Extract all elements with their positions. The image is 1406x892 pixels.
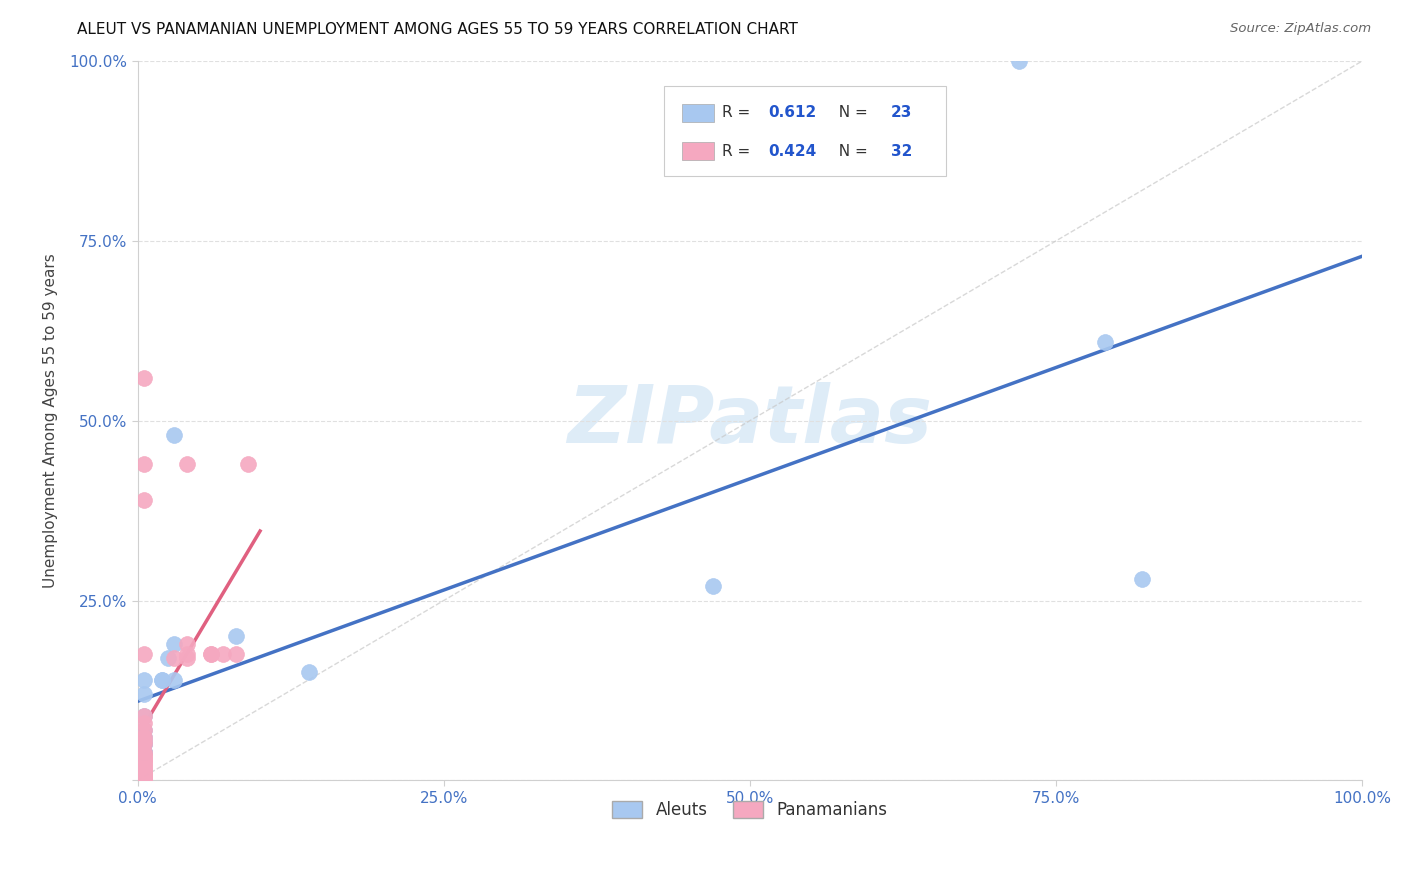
Point — [150, 673, 173, 687]
Text: 0.612: 0.612 — [768, 105, 817, 120]
Point — [132, 763, 155, 777]
Point — [132, 730, 155, 744]
Point — [132, 766, 155, 780]
Point — [132, 733, 155, 747]
Point — [163, 428, 186, 442]
Point — [132, 715, 155, 730]
Point — [132, 773, 155, 788]
Point — [132, 673, 155, 687]
Point — [132, 766, 155, 780]
Point — [132, 708, 155, 723]
Point — [132, 773, 155, 788]
Point — [163, 673, 186, 687]
Point — [132, 748, 155, 763]
Point — [1130, 572, 1153, 586]
Point — [132, 759, 155, 773]
Point — [1094, 334, 1116, 349]
Point — [132, 752, 155, 766]
Point — [132, 737, 155, 751]
Point — [150, 673, 173, 687]
Point — [132, 756, 155, 770]
Point — [132, 708, 155, 723]
Point — [132, 763, 155, 777]
Point — [132, 723, 155, 737]
Text: N =: N = — [830, 144, 873, 159]
Point — [163, 651, 186, 665]
Point — [132, 737, 155, 751]
Point — [132, 745, 155, 759]
Point — [176, 637, 198, 651]
Point — [236, 457, 259, 471]
FancyBboxPatch shape — [682, 142, 714, 161]
Point — [132, 770, 155, 784]
Point — [132, 730, 155, 744]
Point — [132, 457, 155, 471]
Point — [132, 766, 155, 780]
Text: 23: 23 — [890, 105, 912, 120]
Point — [132, 773, 155, 788]
Point — [163, 637, 186, 651]
Text: 32: 32 — [890, 144, 912, 159]
Text: R =: R = — [721, 144, 755, 159]
Point — [200, 648, 222, 662]
Point — [176, 651, 198, 665]
Text: ZIPatlas: ZIPatlas — [568, 382, 932, 459]
Point — [132, 745, 155, 759]
Legend: Aleuts, Panamanians: Aleuts, Panamanians — [606, 795, 894, 826]
Point — [132, 733, 155, 747]
Point — [132, 756, 155, 770]
Point — [132, 745, 155, 759]
Point — [132, 748, 155, 763]
Point — [298, 665, 321, 680]
Point — [132, 773, 155, 788]
Point — [132, 752, 155, 766]
Text: R =: R = — [721, 105, 755, 120]
Point — [200, 648, 222, 662]
Text: N =: N = — [830, 105, 873, 120]
Point — [132, 492, 155, 507]
Point — [212, 648, 235, 662]
Point — [132, 687, 155, 701]
Point — [702, 579, 724, 593]
FancyBboxPatch shape — [664, 87, 946, 177]
Point — [225, 630, 247, 644]
Text: 0.424: 0.424 — [768, 144, 817, 159]
Y-axis label: Unemployment Among Ages 55 to 59 years: Unemployment Among Ages 55 to 59 years — [44, 253, 58, 588]
Text: ALEUT VS PANAMANIAN UNEMPLOYMENT AMONG AGES 55 TO 59 YEARS CORRELATION CHART: ALEUT VS PANAMANIAN UNEMPLOYMENT AMONG A… — [77, 22, 799, 37]
Point — [176, 457, 198, 471]
Point — [132, 770, 155, 784]
Point — [176, 648, 198, 662]
Point — [132, 737, 155, 751]
Point — [132, 745, 155, 759]
Point — [132, 770, 155, 784]
Text: Source: ZipAtlas.com: Source: ZipAtlas.com — [1230, 22, 1371, 36]
Point — [132, 370, 155, 384]
Point — [132, 648, 155, 662]
Point — [157, 651, 180, 665]
Point — [132, 723, 155, 737]
Point — [225, 648, 247, 662]
Point — [132, 759, 155, 773]
Point — [132, 766, 155, 780]
FancyBboxPatch shape — [682, 103, 714, 122]
Point — [1008, 54, 1031, 69]
